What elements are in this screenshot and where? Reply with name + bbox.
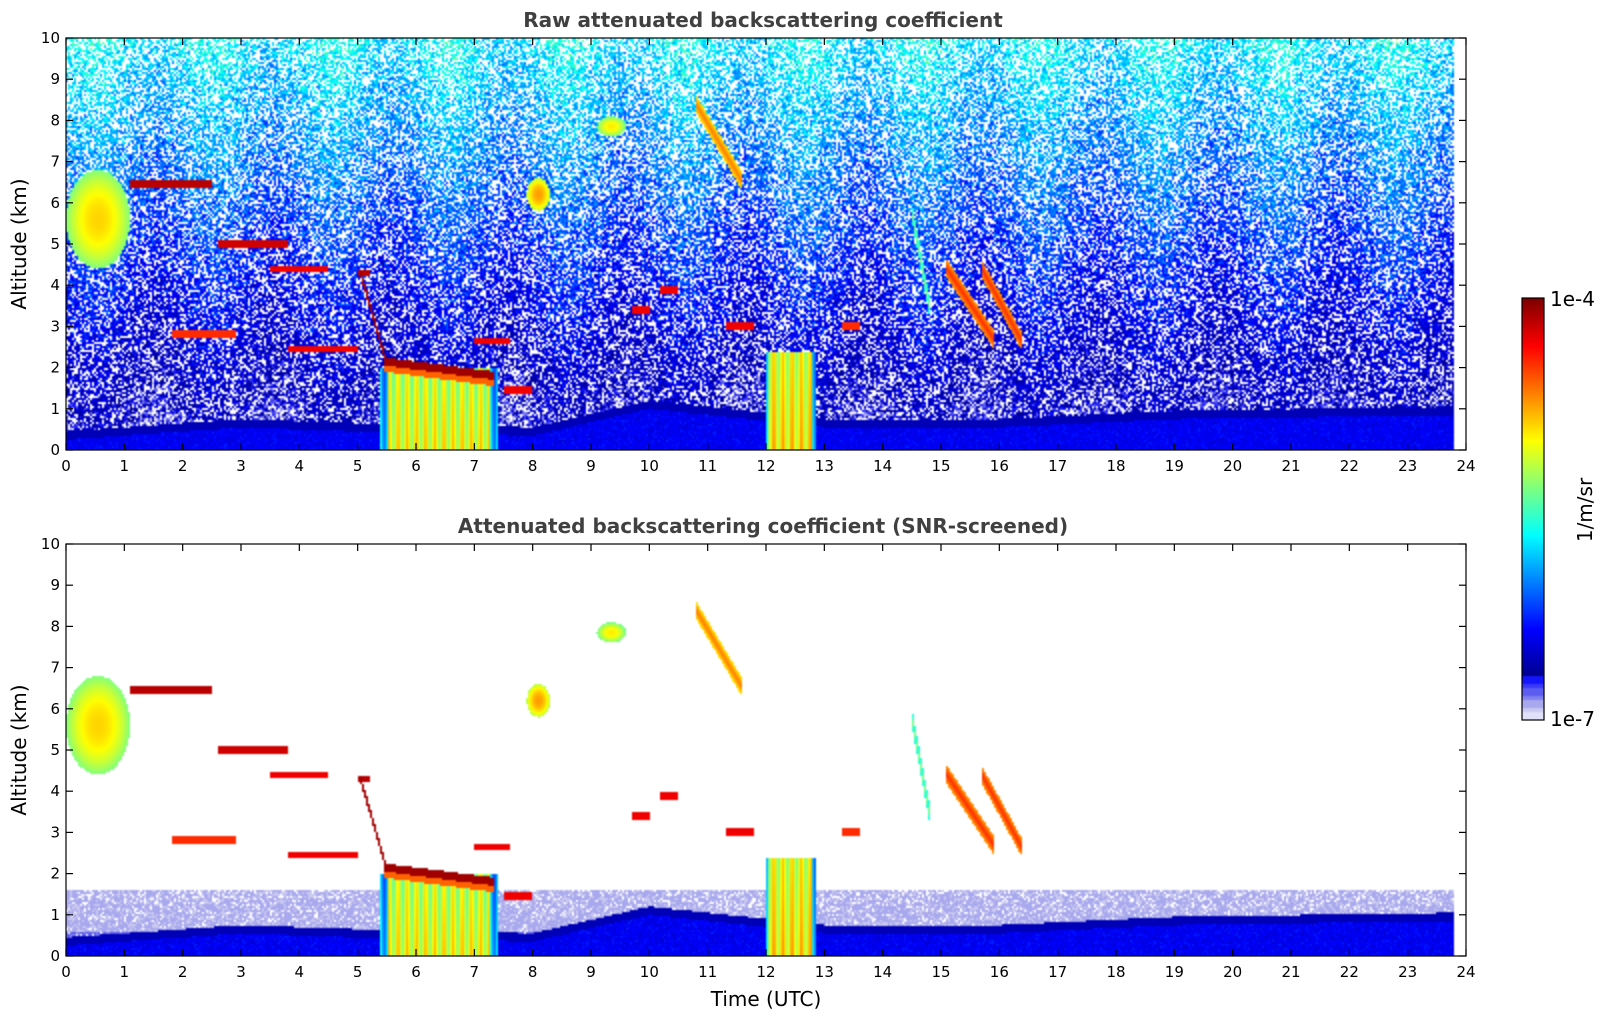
- x-tick-label: 4: [295, 457, 305, 475]
- x-tick-label: 0: [61, 963, 71, 981]
- x-tick-label: 18: [1106, 457, 1125, 475]
- x-tick-label: 17: [1048, 963, 1067, 981]
- colorbar-label: 1/m/sr: [1573, 477, 1597, 542]
- panel2-ylabel: Altitude (km): [7, 684, 31, 815]
- x-tick-label: 9: [586, 963, 596, 981]
- colorbar: [1522, 298, 1544, 720]
- y-tick-label: 10: [41, 535, 60, 553]
- y-tick-label: 0: [50, 441, 60, 459]
- panel1-title: Raw attenuated backscattering coefficien…: [523, 8, 1003, 32]
- y-tick-label: 8: [50, 111, 60, 129]
- x-tick-label: 15: [931, 457, 950, 475]
- y-tick-label: 4: [50, 276, 60, 294]
- x-tick-label: 20: [1223, 963, 1242, 981]
- x-tick-label: 11: [698, 963, 717, 981]
- x-tick-label: 13: [815, 457, 834, 475]
- x-tick-label: 16: [990, 457, 1009, 475]
- y-tick-label: 9: [50, 576, 60, 594]
- panel1-y-axis: 0 1 2 3 4 5 6 7 8 9 10: [41, 29, 1466, 459]
- x-tick-label: 19: [1165, 963, 1184, 981]
- y-tick-label: 10: [41, 29, 60, 47]
- x-tick-label: 19: [1165, 457, 1184, 475]
- panel1-x-axis: 0 1 2 3 4 5 6 7 8 9 10 11 12 13 14 15 16 17 18 19 20 21 22 23 24: [61, 38, 1476, 475]
- x-tick-label: 2: [178, 963, 188, 981]
- panel1-ylabel: Altitude (km): [7, 178, 31, 309]
- y-tick-label: 2: [50, 359, 60, 377]
- x-tick-label: 12: [756, 457, 775, 475]
- x-tick-label: 8: [528, 963, 538, 981]
- x-tick-label: 7: [470, 963, 480, 981]
- x-tick-label: 16: [990, 963, 1009, 981]
- y-tick-label: 5: [50, 235, 60, 253]
- y-tick-label: 6: [50, 700, 60, 718]
- x-tick-label: 6: [411, 963, 421, 981]
- x-tick-label: 3: [236, 963, 246, 981]
- x-tick-label: 1: [120, 963, 130, 981]
- x-tick-label: 18: [1106, 963, 1125, 981]
- y-tick-label: 7: [50, 153, 60, 171]
- y-tick-label: 5: [50, 741, 60, 759]
- x-tick-label: 24: [1456, 963, 1475, 981]
- x-tick-label: 22: [1340, 457, 1359, 475]
- panel2-x-axis: 0 1 2 3 4 5 6 7 8 9 10 11 12 13 14 15 16 17 18 19 20 21 22 23 24: [61, 544, 1476, 981]
- x-tick-label: 2: [178, 457, 188, 475]
- x-tick-label: 8: [528, 457, 538, 475]
- x-tick-label: 4: [295, 963, 305, 981]
- colorbar-max-label: 1e-4: [1550, 287, 1595, 311]
- x-tick-label: 1: [120, 457, 130, 475]
- panel1-heatmap: [66, 38, 1466, 450]
- x-tick-label: 11: [698, 457, 717, 475]
- x-tick-label: 10: [640, 457, 659, 475]
- y-tick-label: 9: [50, 70, 60, 88]
- colorbar-min-label: 1e-7: [1550, 707, 1595, 731]
- x-tick-label: 20: [1223, 457, 1242, 475]
- x-tick-label: 14: [873, 963, 892, 981]
- y-tick-label: 7: [50, 659, 60, 677]
- x-tick-label: 21: [1281, 963, 1300, 981]
- x-tick-label: 17: [1048, 457, 1067, 475]
- y-tick-label: 3: [50, 317, 60, 335]
- y-tick-label: 8: [50, 617, 60, 635]
- x-tick-label: 9: [586, 457, 596, 475]
- x-tick-label: 23: [1398, 963, 1417, 981]
- y-tick-label: 6: [50, 194, 60, 212]
- x-tick-label: 10: [640, 963, 659, 981]
- x-tick-label: 15: [931, 963, 950, 981]
- panel2-title: Attenuated backscattering coefficient (S…: [458, 514, 1068, 538]
- colorbar-frame: [1521, 297, 1545, 721]
- y-tick-label: 4: [50, 782, 60, 800]
- x-tick-label: 24: [1456, 457, 1475, 475]
- y-tick-label: 1: [50, 906, 60, 924]
- x-tick-label: 3: [236, 457, 246, 475]
- y-tick-label: 2: [50, 865, 60, 883]
- x-tick-label: 5: [353, 457, 363, 475]
- y-tick-label: 3: [50, 823, 60, 841]
- x-tick-label: 22: [1340, 963, 1359, 981]
- x-tick-label: 0: [61, 457, 71, 475]
- x-tick-label: 5: [353, 963, 363, 981]
- x-tick-label: 23: [1398, 457, 1417, 475]
- x-tick-label: 7: [470, 457, 480, 475]
- panel2-y-axis: 0 1 2 3 4 5 6 7 8 9 10: [41, 535, 1466, 965]
- y-tick-label: 1: [50, 400, 60, 418]
- x-tick-label: 21: [1281, 457, 1300, 475]
- x-tick-label: 13: [815, 963, 834, 981]
- x-tick-label: 6: [411, 457, 421, 475]
- y-tick-label: 0: [50, 947, 60, 965]
- panel2-xlabel: Time (UTC): [710, 987, 822, 1011]
- x-tick-label: 12: [756, 963, 775, 981]
- panel2-heatmap: [66, 544, 1466, 956]
- x-tick-label: 14: [873, 457, 892, 475]
